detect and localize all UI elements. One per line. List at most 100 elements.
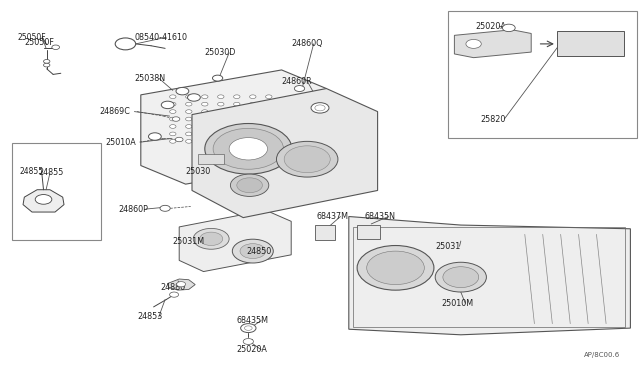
Bar [198, 154, 224, 164]
Circle shape [186, 117, 192, 121]
Circle shape [202, 125, 208, 128]
Circle shape [175, 137, 183, 142]
Circle shape [241, 324, 256, 333]
Polygon shape [192, 89, 378, 218]
Circle shape [234, 110, 240, 113]
Circle shape [200, 232, 223, 246]
Text: 24853: 24853 [138, 312, 163, 321]
Circle shape [186, 140, 192, 143]
Text: AP/8C00.6: AP/8C00.6 [584, 352, 620, 358]
Text: 24880: 24880 [160, 283, 185, 292]
Circle shape [188, 94, 200, 101]
Circle shape [170, 110, 176, 113]
Circle shape [435, 262, 486, 292]
Circle shape [266, 95, 272, 99]
Circle shape [243, 339, 253, 344]
Circle shape [170, 292, 179, 297]
Text: 25020A: 25020A [237, 345, 268, 354]
Circle shape [186, 125, 192, 128]
Circle shape [170, 132, 176, 136]
Circle shape [244, 326, 252, 330]
Circle shape [172, 117, 180, 121]
Circle shape [250, 110, 256, 113]
Text: 25020A: 25020A [475, 22, 506, 31]
Circle shape [202, 102, 208, 106]
Text: 25031: 25031 [435, 242, 460, 251]
Circle shape [202, 117, 208, 121]
Circle shape [213, 128, 284, 169]
Bar [315, 225, 335, 240]
Text: 08540-41610: 08540-41610 [134, 33, 188, 42]
Circle shape [202, 132, 208, 136]
Text: 25010A: 25010A [106, 138, 136, 147]
Polygon shape [168, 279, 195, 290]
Circle shape [161, 101, 174, 109]
Circle shape [266, 102, 272, 106]
Circle shape [502, 24, 515, 32]
Circle shape [177, 282, 186, 287]
Circle shape [218, 125, 224, 128]
Circle shape [186, 95, 192, 99]
Circle shape [186, 132, 192, 136]
Circle shape [229, 138, 268, 160]
Text: 25038N: 25038N [134, 74, 166, 83]
Circle shape [294, 86, 305, 92]
Text: 68435N: 68435N [365, 212, 396, 221]
Circle shape [186, 102, 192, 106]
Circle shape [176, 87, 189, 95]
Circle shape [357, 246, 434, 290]
Polygon shape [23, 190, 64, 212]
Circle shape [212, 75, 223, 81]
Bar [448, 11, 637, 138]
Text: 24860R: 24860R [282, 77, 312, 86]
Circle shape [218, 102, 224, 106]
Bar [353, 227, 625, 327]
Polygon shape [141, 70, 326, 184]
Circle shape [230, 174, 269, 196]
Circle shape [202, 110, 208, 113]
Circle shape [234, 117, 240, 121]
Circle shape [466, 39, 481, 48]
Text: 25050F: 25050F [24, 38, 54, 47]
Text: S: S [123, 41, 128, 47]
Text: 68435M: 68435M [237, 316, 269, 325]
Text: 24855: 24855 [38, 169, 64, 177]
Bar [357, 225, 380, 239]
Circle shape [250, 95, 256, 99]
Circle shape [35, 195, 52, 204]
Circle shape [443, 267, 479, 288]
Circle shape [367, 251, 424, 285]
Text: 24855: 24855 [19, 167, 44, 176]
Circle shape [160, 205, 170, 211]
Circle shape [193, 228, 229, 249]
Circle shape [202, 95, 208, 99]
Circle shape [232, 239, 273, 263]
Text: 68437M: 68437M [317, 212, 349, 221]
Polygon shape [349, 217, 630, 335]
Bar [12, 143, 101, 240]
Circle shape [315, 105, 325, 111]
Text: 25050F: 25050F [18, 33, 47, 42]
Circle shape [44, 63, 50, 67]
Circle shape [284, 146, 330, 173]
Text: 24860P: 24860P [118, 205, 148, 214]
Circle shape [170, 102, 176, 106]
Text: 24869C: 24869C [99, 107, 130, 116]
Circle shape [237, 178, 262, 193]
Circle shape [276, 141, 338, 177]
Circle shape [311, 103, 329, 113]
Polygon shape [454, 30, 531, 58]
Circle shape [205, 124, 292, 174]
Circle shape [170, 95, 176, 99]
Circle shape [170, 140, 176, 143]
Circle shape [240, 244, 266, 259]
Circle shape [234, 102, 240, 106]
Text: 25031M: 25031M [173, 237, 205, 246]
Circle shape [170, 125, 176, 128]
Circle shape [52, 45, 60, 49]
Circle shape [148, 133, 161, 140]
Text: 24860Q: 24860Q [291, 39, 323, 48]
Circle shape [218, 110, 224, 113]
Text: 25030D: 25030D [205, 48, 236, 57]
Circle shape [234, 95, 240, 99]
